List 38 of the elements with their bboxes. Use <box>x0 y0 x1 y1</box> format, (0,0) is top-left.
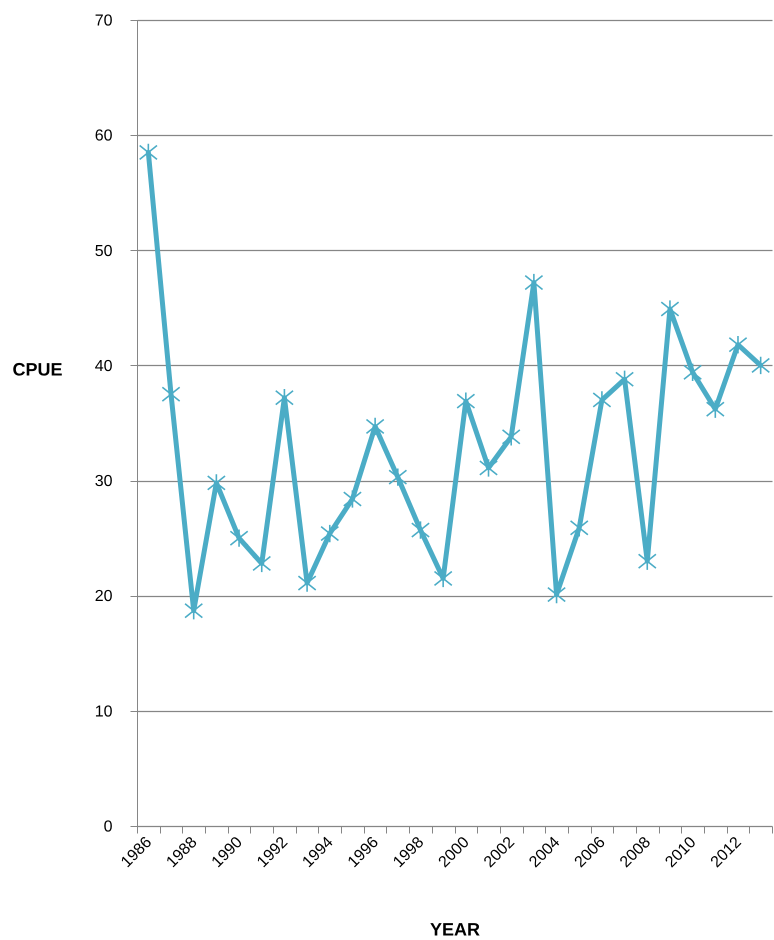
y-tick-label: 60 <box>94 128 113 145</box>
y-tick-label: 40 <box>94 358 113 375</box>
point <box>411 520 430 540</box>
y-tick-label: 70 <box>94 12 113 30</box>
point <box>342 490 362 508</box>
point <box>230 528 249 548</box>
point <box>751 356 770 375</box>
point <box>638 552 657 571</box>
point <box>592 390 612 410</box>
point <box>274 388 294 408</box>
y-axis-title: CPUE <box>12 360 63 380</box>
point <box>184 601 204 620</box>
point <box>138 142 158 162</box>
point <box>162 384 180 404</box>
y-tick-label: 10 <box>94 703 113 720</box>
point <box>366 416 385 436</box>
point <box>615 370 634 389</box>
point <box>456 392 476 411</box>
point <box>388 468 408 487</box>
point <box>320 524 340 543</box>
point <box>547 585 566 604</box>
point <box>524 273 544 292</box>
point <box>660 300 680 318</box>
point <box>479 458 498 478</box>
point <box>570 518 589 538</box>
point <box>206 473 226 492</box>
x-axis-title: YEAR <box>430 920 480 940</box>
point <box>298 574 317 593</box>
y-tick-label: 20 <box>94 588 113 606</box>
y-tick-label: 30 <box>94 473 113 490</box>
point <box>252 554 272 573</box>
point <box>683 362 702 382</box>
point <box>728 335 748 354</box>
point <box>502 427 521 446</box>
point <box>434 568 453 588</box>
point <box>706 400 725 419</box>
y-tick-label: 0 <box>104 818 113 836</box>
y-tick-label: 50 <box>94 242 113 260</box>
